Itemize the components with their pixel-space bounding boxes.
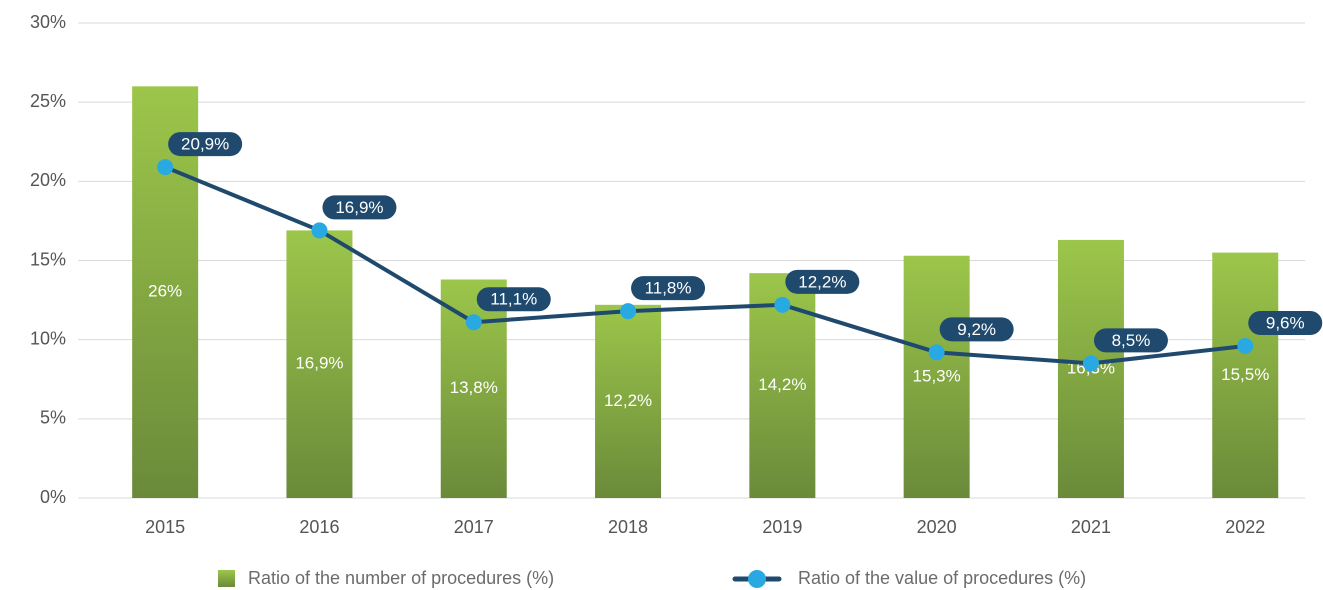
line-marker (157, 159, 174, 176)
y-tick-label: 0% (40, 487, 66, 507)
line-value-label: 9,6% (1266, 313, 1305, 332)
x-tick-label: 2021 (1071, 517, 1111, 537)
x-tick-label: 2015 (145, 517, 185, 537)
bar (903, 255, 970, 498)
line-marker (311, 222, 328, 239)
y-tick-label: 10% (30, 328, 66, 348)
line-label-bg (631, 276, 706, 301)
bar-value-label: 15,3% (913, 366, 961, 385)
line-value-label: 9,2% (957, 320, 996, 339)
x-tick-label: 2020 (917, 517, 957, 537)
bar-value-label: 15,5% (1221, 365, 1269, 384)
line-label-bg (785, 269, 860, 294)
line-value-label: 11,8% (645, 279, 692, 298)
line-label-bg (168, 132, 243, 157)
line-label-bg (322, 195, 397, 220)
y-tick-label: 15% (30, 249, 66, 269)
line-marker (620, 303, 637, 320)
legend-swatch (218, 570, 235, 587)
bar (286, 230, 353, 498)
line (164, 165, 1246, 366)
line-marker (465, 314, 482, 331)
bar (595, 304, 662, 498)
y-tick-label: 20% (30, 170, 66, 190)
line-value-label: 11,1% (490, 290, 537, 309)
line-label-bg (939, 317, 1014, 342)
bar-value-label: 14,2% (758, 375, 806, 394)
line-marker (774, 296, 791, 313)
line-label-bg (476, 287, 551, 312)
x-tick-label: 2018 (608, 517, 648, 537)
line-marker (1082, 355, 1099, 372)
x-tick-label: 2019 (762, 517, 802, 537)
line-marker (928, 344, 945, 361)
bar-value-label: 26% (148, 282, 182, 301)
bar-value-label: 12,2% (604, 391, 652, 410)
legend-label: Ratio of the value of procedures (%) (798, 568, 1086, 588)
legend-marker (748, 570, 766, 588)
x-tick-label: 2017 (454, 517, 494, 537)
y-tick-label: 25% (30, 91, 66, 111)
y-tick-label: 30% (30, 12, 66, 32)
line-label-bg (1093, 328, 1168, 353)
legend-label: Ratio of the number of procedures (%) (248, 568, 554, 588)
x-tick-label: 2016 (299, 517, 339, 537)
line-value-label: 16,9% (335, 198, 383, 217)
line-marker (1237, 338, 1254, 354)
bar (1212, 252, 1279, 498)
y-tick-label: 5% (40, 408, 66, 428)
x-tick-label: 2022 (1225, 517, 1265, 537)
bar-value-label: 13,8% (450, 378, 498, 397)
line-value-label: 12,2% (798, 272, 846, 291)
line-value-label: 8,5% (1112, 331, 1151, 350)
bar-value-label: 16,9% (295, 354, 343, 373)
line-value-label: 20,9% (181, 135, 229, 154)
line-label-bg (1248, 311, 1323, 335)
